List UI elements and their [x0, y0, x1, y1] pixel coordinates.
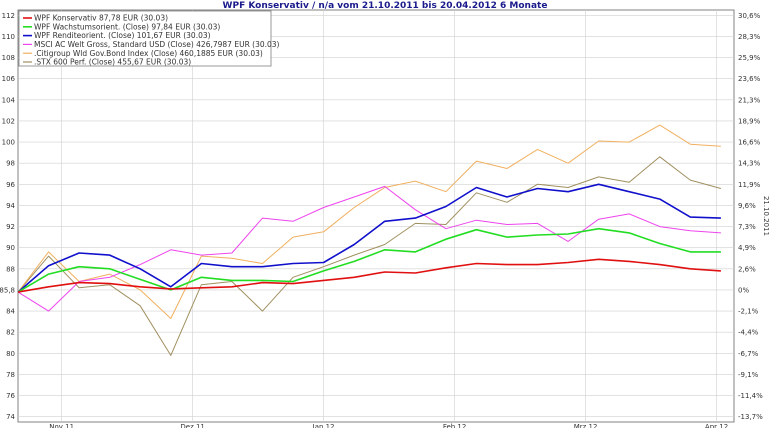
legend-entry: .Citigroup Wld Gov.Bond Index (Close) 46… — [34, 49, 263, 58]
plot-frame — [17, 9, 735, 423]
y-right-tick-label: 21,3% — [738, 96, 761, 104]
y-right-tick-label: 25,9% — [738, 54, 761, 62]
y-tick-label: 94 — [6, 202, 15, 210]
legend-box — [18, 10, 272, 67]
x-tick-label: Dez 11 — [180, 423, 205, 428]
y-tick-label: 74 — [6, 413, 15, 421]
y-tick-label: 84 — [6, 308, 15, 316]
series-line — [17, 258, 721, 293]
y-right-tick-label: 16,6% — [738, 139, 761, 147]
x-tick-label: Feb 12 — [443, 423, 467, 428]
series-line — [17, 124, 721, 319]
y-tick-label: 110 — [2, 33, 15, 41]
y-right-tick-label: -11,4% — [738, 392, 763, 400]
right-axis-label: 21.10.2011 — [762, 196, 770, 236]
legend-entry: MSCI AC Welt Gross, Standard USD (Close)… — [34, 40, 280, 49]
x-tick-label: Mrz 12 — [574, 423, 598, 428]
series-line — [17, 227, 721, 293]
y-axis-left: 74 76 78 80 82 84 85,8 88 90 92 94 96 98 100 102 104 106… — [0, 12, 16, 421]
series-lines — [17, 124, 722, 356]
y-tick-label: 100 — [2, 139, 15, 147]
y-tick-label: 96 — [6, 181, 15, 189]
y-tick-label: 104 — [2, 96, 16, 104]
y-right-tick-label: 0% — [738, 286, 749, 294]
grid — [18, 10, 734, 422]
y-right-tick-label: -9,1% — [738, 371, 759, 379]
y-tick-label: 108 — [2, 54, 15, 62]
y-tick-label: 78 — [6, 371, 15, 379]
legend-entry: .STX 600 Perf. (Close) 455,67 EUR (30.03… — [34, 58, 191, 67]
y-tick-label: 90 — [6, 244, 15, 252]
y-right-tick-label: 11,9% — [738, 181, 761, 189]
y-right-tick-label: -4,4% — [738, 329, 759, 337]
y-right-tick-label: 4,9% — [738, 244, 756, 252]
legend-entry: WPF Renditeorient. (Close) 101,67 EUR (3… — [34, 31, 211, 40]
y-right-tick-label: -13,7% — [738, 413, 763, 421]
y-tick-label: 82 — [6, 329, 15, 337]
y-tick-label: 92 — [6, 223, 15, 231]
y-right-tick-label: 9,6% — [738, 202, 756, 210]
legend-entry: WPF Wachstumsorient. (Close) 97,84 EUR (… — [34, 22, 220, 31]
series-line — [17, 183, 721, 293]
y-axis-right: -13,7% -11,4% -9,1% -6,7% -4,4% -2,1% 0% 2,6% 4,… — [738, 12, 763, 421]
y-right-tick-label: 28,3% — [738, 33, 761, 41]
y-tick-label: 80 — [6, 350, 15, 358]
y-right-tick-label: 18,9% — [738, 117, 761, 125]
y-right-tick-label: 14,3% — [738, 160, 761, 168]
x-tick-label: Apr 12 — [705, 423, 728, 428]
legend-entry: WPF Konservativ 87,78 EUR (30.03) — [34, 14, 168, 23]
x-tick-label: Nov 11 — [49, 423, 74, 428]
y-right-tick-label: 7,3% — [738, 223, 756, 231]
y-tick-label: 98 — [6, 160, 15, 168]
y-right-tick-label: 30,6% — [738, 12, 761, 20]
series-line — [17, 156, 722, 356]
y-right-tick-label: -2,1% — [738, 308, 759, 316]
y-tick-label: 112 — [2, 12, 15, 20]
y-tick-label: 102 — [2, 117, 15, 125]
y-right-tick-label: -6,7% — [738, 350, 759, 358]
y-right-tick-label: 2,6% — [738, 265, 756, 273]
x-tick-label: Jan 12 — [312, 423, 335, 428]
y-right-tick-label: 23,6% — [738, 75, 761, 83]
y-tick-label: 85,8 — [0, 286, 15, 294]
y-tick-label: 88 — [6, 265, 15, 273]
legend: WPF Konservativ 87,78 EUR (30.03)WPF Wac… — [18, 10, 280, 67]
x-axis: Nov 11 Dez 11 Jan 12 Feb 12 Mrz 12 Apr 12 — [49, 423, 728, 428]
y-tick-label: 106 — [2, 75, 16, 83]
chart-title: WPF Konservativ / n/a vom 21.10.2011 bis… — [223, 1, 548, 11]
y-tick-label: 76 — [6, 392, 15, 400]
